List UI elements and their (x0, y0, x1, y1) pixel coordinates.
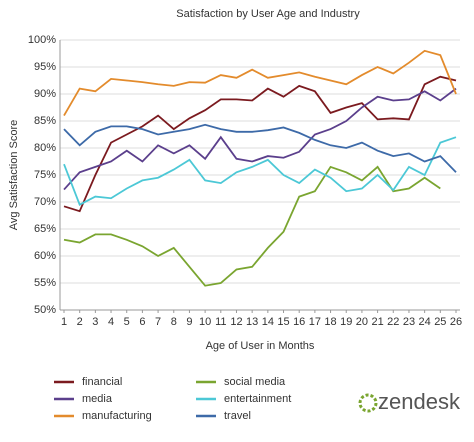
y-tick-label: 90% (34, 88, 56, 100)
y-tick-label: 60% (34, 250, 56, 262)
x-tick-label: 19 (340, 316, 352, 328)
x-tick-label: 7 (155, 316, 161, 328)
x-tick-label: 25 (434, 316, 446, 328)
x-tick-label: 10 (199, 316, 211, 328)
legend-label: social media (224, 376, 286, 388)
line (63, 136, 457, 206)
y-tick-label: 75% (34, 169, 56, 181)
x-tick-label: 8 (171, 316, 177, 328)
y-tick-label: 85% (34, 115, 56, 127)
legend-label: entertainment (224, 393, 291, 405)
logo: zendesk (358, 389, 461, 414)
line (63, 123, 457, 173)
x-tick-label: 20 (356, 316, 368, 328)
x-tick-label: 6 (139, 316, 145, 328)
x-tick-label: 12 (230, 316, 242, 328)
y-axis-label: Avg Satisfaction Score (8, 120, 20, 230)
brand: zendesk (378, 389, 461, 414)
x-tick-label: 9 (186, 316, 192, 328)
y-tick-label: 65% (34, 223, 56, 235)
x-tick-label: 26 (450, 316, 462, 328)
line (63, 75, 457, 213)
x-tick-label: 18 (324, 316, 336, 328)
y-tick-label: 55% (34, 277, 56, 289)
y-tick-label: 80% (34, 142, 56, 154)
x-tick-label: 13 (246, 316, 258, 328)
x-tick-label: 11 (215, 316, 226, 328)
x-tick-label: 24 (419, 316, 431, 328)
y-tick-label: 100% (28, 34, 56, 46)
legend-label: manufacturing (82, 410, 152, 422)
x-tick-label: 2 (77, 316, 83, 328)
x-tick-label: 3 (92, 316, 98, 328)
x-tick-label: 21 (371, 316, 383, 328)
chart-title: Satisfaction by User Age and Industry (176, 8, 360, 20)
legend-label: financial (82, 376, 122, 388)
x-tick-label: 22 (387, 316, 399, 328)
x-tick-label: 5 (124, 316, 130, 328)
x-axis-label: Age of User in Months (206, 340, 315, 352)
x-tick-label: 14 (262, 316, 274, 328)
x-tick-label: 16 (293, 316, 305, 328)
legend-label: media (82, 393, 113, 405)
line (63, 165, 441, 287)
y-tick-label: 70% (34, 196, 56, 208)
line (63, 87, 457, 191)
y-tick-label: 95% (34, 61, 56, 73)
y-tick-label: 50% (34, 304, 56, 316)
x-tick-label: 17 (309, 316, 321, 328)
legend-label: travel (224, 410, 251, 422)
x-tick-label: 4 (108, 316, 114, 328)
x-tick-label: 23 (403, 316, 415, 328)
x-tick-label: 15 (277, 316, 289, 328)
line (63, 49, 457, 117)
x-tick-label: 1 (61, 316, 67, 328)
